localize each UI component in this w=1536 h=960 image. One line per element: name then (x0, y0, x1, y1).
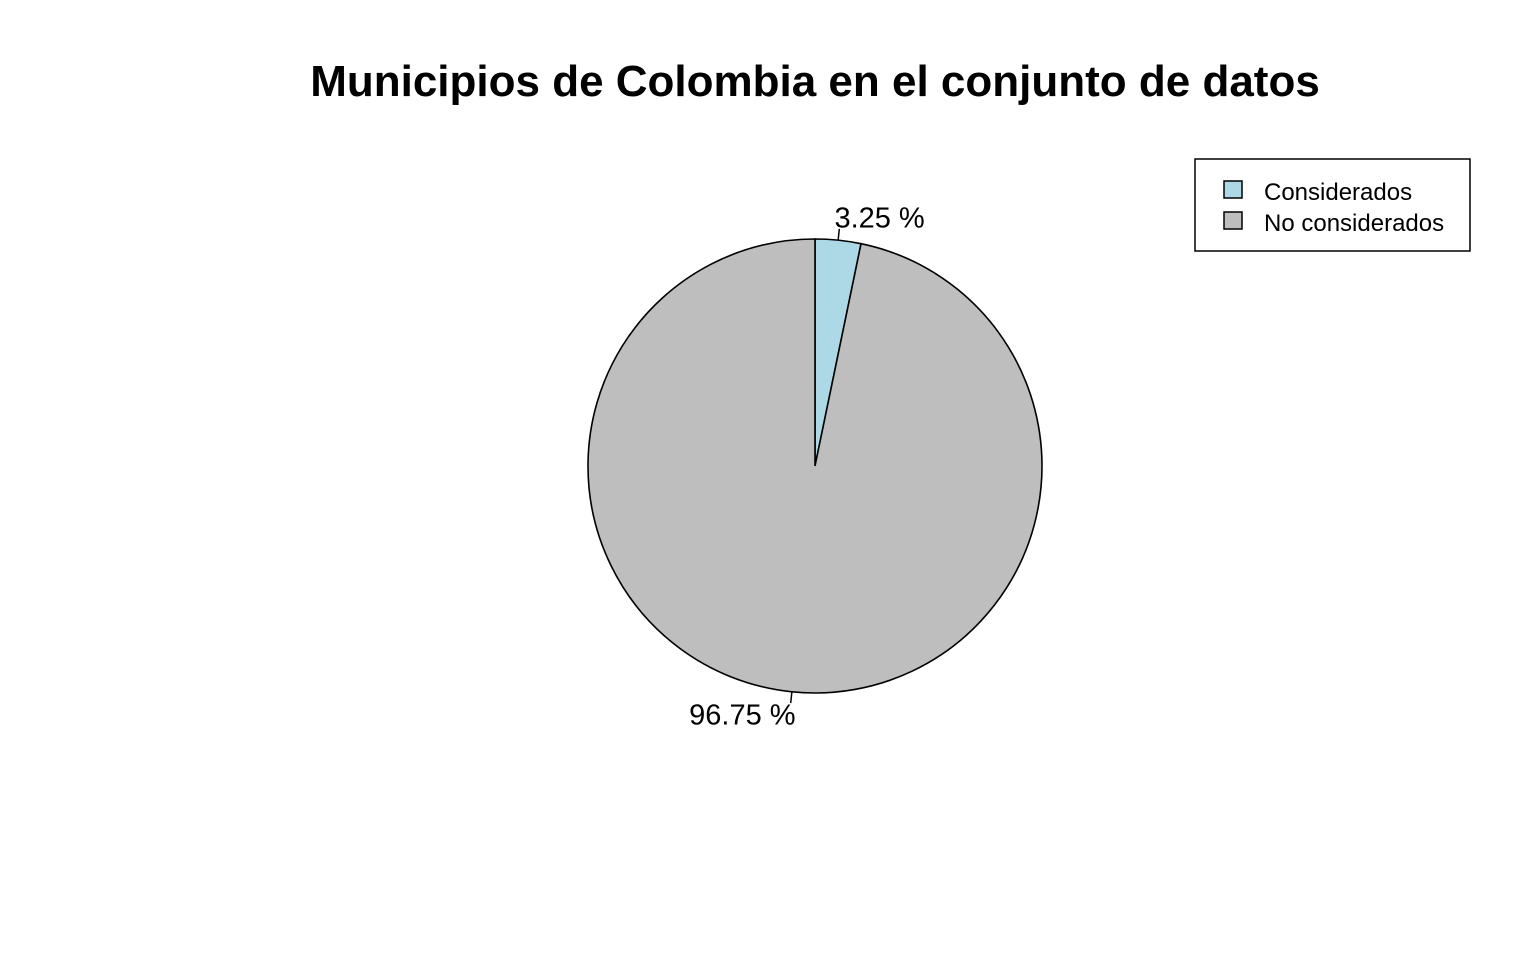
slice-label-no-considerados: 96.75 % (689, 699, 795, 731)
slice-label-considerados: 3.25 % (834, 203, 924, 235)
label-ticks (789, 228, 841, 704)
legend-swatch-considerados (1223, 180, 1243, 199)
pie-slices (587, 238, 1043, 694)
chart-title: Municipios de Colombia en el conjunto de… (310, 57, 1320, 106)
pie-slice-no-considerados (587, 238, 1043, 694)
legend-label-considerados: Considerados (1264, 179, 1412, 206)
legend-box (1194, 158, 1471, 252)
slice-labels: 3.25 % 96.75 % (689, 203, 925, 732)
label-tick-1 (789, 691, 793, 704)
label-tick-0 (837, 228, 841, 241)
legend-swatch-no-considerados (1223, 211, 1243, 230)
legend: Considerados No considerados (1194, 158, 1471, 252)
legend-label-no-considerados: No considerados (1264, 210, 1444, 237)
